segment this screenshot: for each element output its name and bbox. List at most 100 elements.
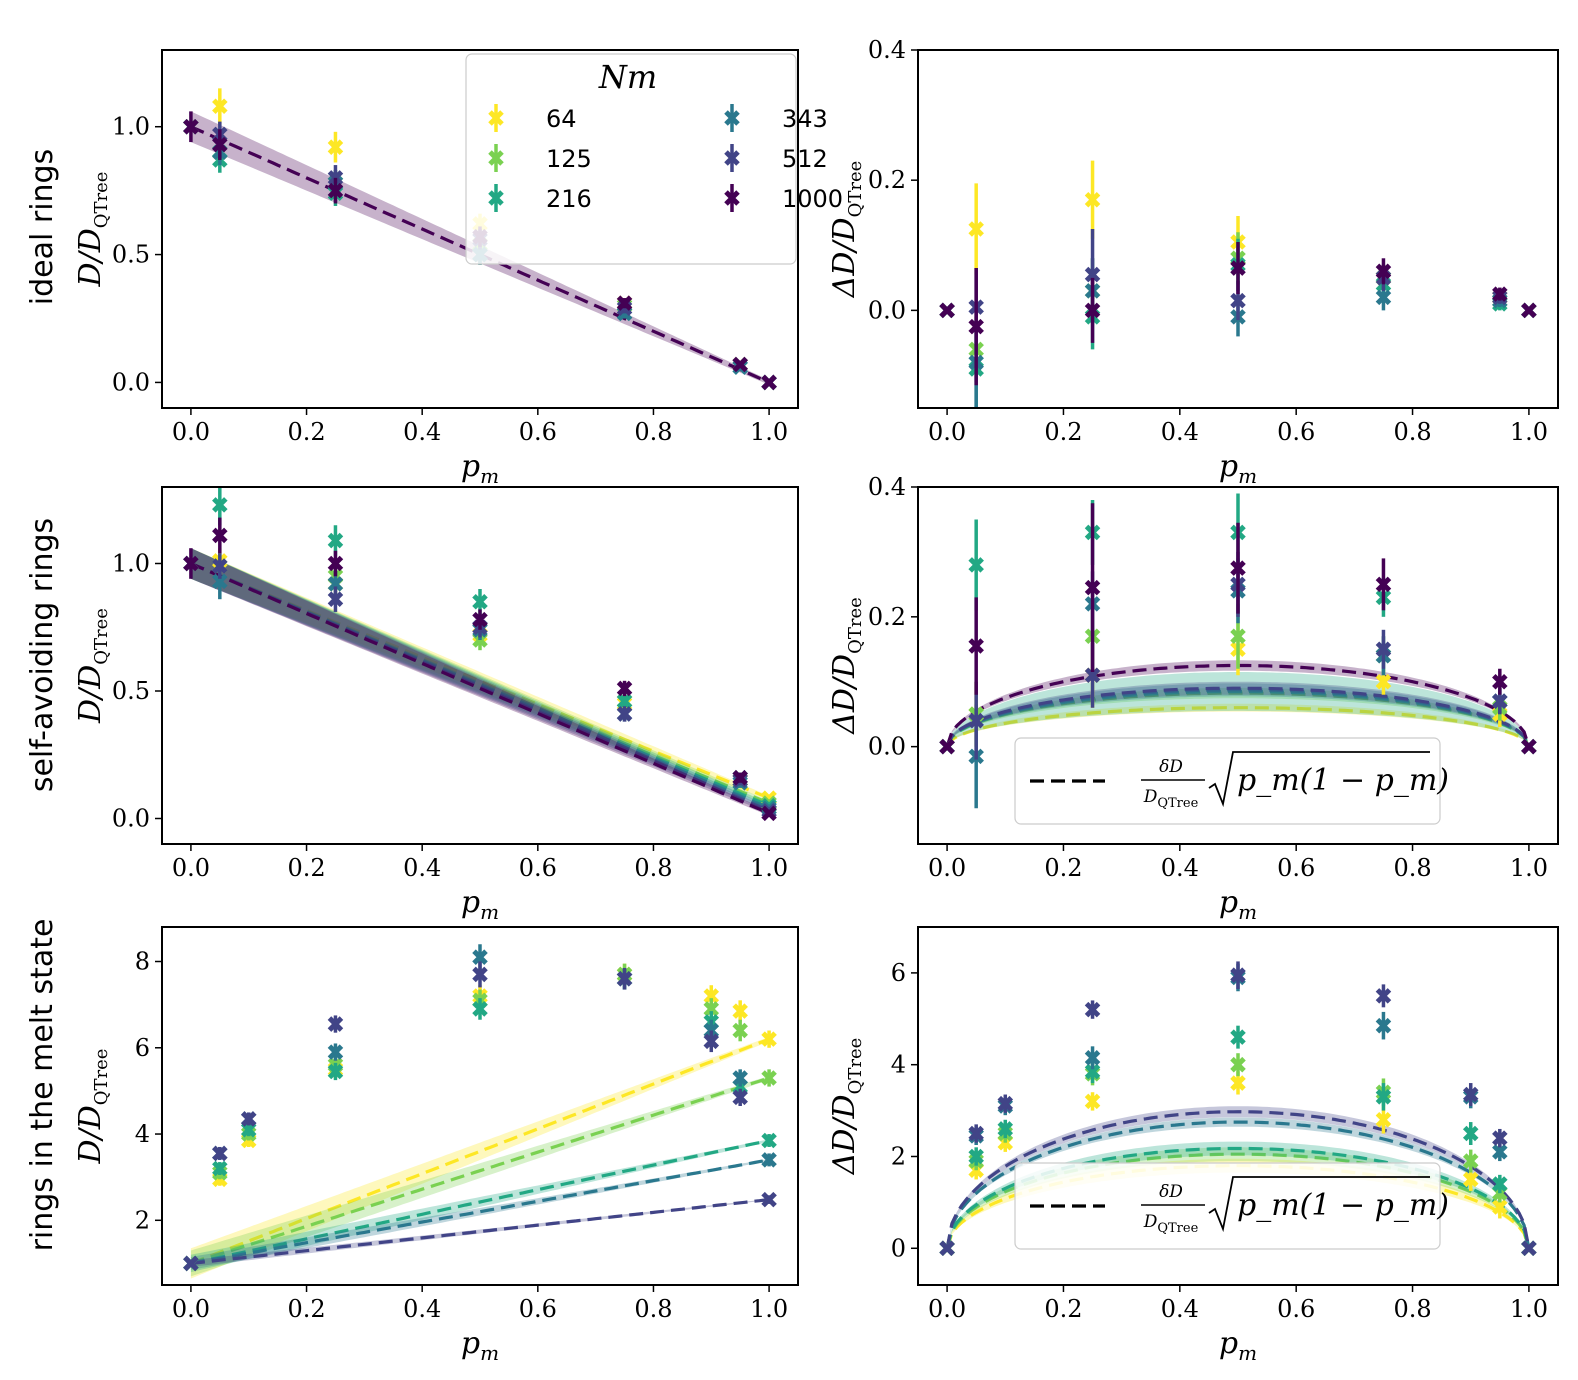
data-point	[1462, 1171, 1479, 1188]
fit-band-512	[190, 548, 770, 814]
data-point	[703, 988, 720, 1004]
fit-band-1000	[190, 548, 770, 816]
data-point	[1375, 1112, 1392, 1128]
x-tick-label: 0.2	[287, 854, 325, 882]
fit-band-125	[190, 548, 770, 806]
data-point	[1084, 1001, 1101, 1018]
data-point	[212, 136, 228, 153]
data-point	[472, 949, 488, 965]
data-point	[968, 318, 984, 335]
legend-nm: Nm 64 125 216 343 512 1000	[465, 53, 843, 265]
y-tick-label: 4	[135, 1120, 150, 1148]
data-point	[761, 374, 777, 391]
data-point	[732, 1070, 748, 1086]
data-point	[472, 966, 488, 983]
x-tick-label: 0.4	[403, 854, 441, 882]
fit-line-216	[190, 1138, 770, 1265]
data-point	[968, 1125, 984, 1142]
x-axis-label: pm	[1219, 885, 1257, 924]
data-point	[1084, 579, 1101, 596]
fit-band-343	[190, 1158, 770, 1270]
data-point	[761, 1152, 777, 1168]
legend-marker	[724, 150, 740, 166]
panel-melt-dD: 0.0 0.2 0.4 0.6 0.8 1.0 0 2 4 6 pm ΔD/DQTree	[827, 926, 1559, 1365]
x-tick-label: 0.0	[928, 418, 966, 446]
y-tick-label: 2	[891, 1142, 906, 1170]
data-point	[1230, 292, 1246, 309]
data-point	[327, 139, 344, 155]
data-point	[1521, 738, 1537, 755]
data-point	[327, 576, 344, 592]
data-point	[327, 1063, 344, 1080]
axis-frame	[161, 926, 799, 1286]
axis-frame	[917, 49, 1559, 409]
data-point	[1230, 260, 1246, 276]
y-axis-label: D/DQTree	[73, 1049, 112, 1165]
y-axis-label: ΔD/DQTree	[827, 597, 866, 735]
x-tick-label: 0.0	[172, 854, 210, 882]
data-point	[327, 555, 344, 572]
series-216	[939, 1025, 1537, 1257]
fit-band-512	[190, 1199, 770, 1267]
data-point	[1492, 1176, 1508, 1192]
data-point	[761, 805, 777, 822]
panel-sa-dD: 0.0 0.2 0.4 0.6 0.8 1.0 0.0 0.2 0.4 pm ΔD/DQTree	[827, 473, 1559, 924]
data-point	[1230, 1029, 1246, 1045]
data-point	[1375, 263, 1392, 280]
formula-sqrt-body: p_m(1 − p_m)	[1237, 763, 1449, 798]
data-point	[240, 1111, 257, 1127]
data-point	[1230, 967, 1246, 983]
x-axis-label: pm	[461, 449, 499, 488]
legend-label: 343	[782, 105, 828, 133]
plot-area	[939, 493, 1537, 809]
data-point	[327, 182, 344, 199]
data-point	[327, 170, 344, 186]
plot-area	[183, 944, 777, 1279]
data-point	[1462, 1153, 1479, 1169]
data-point	[732, 1003, 748, 1019]
legend-entry-216: 216	[488, 184, 592, 213]
fit-line-64	[945, 706, 1531, 748]
x-tick-label: 0.6	[519, 418, 557, 446]
data-point	[1492, 1144, 1508, 1160]
data-point	[968, 221, 984, 237]
data-point	[1084, 191, 1101, 208]
series-1000	[183, 517, 777, 822]
data-point	[212, 573, 228, 590]
data-point	[212, 98, 228, 115]
fit-band-125	[190, 1076, 770, 1277]
y-axis-label: D/DQTree	[73, 608, 112, 724]
data-point	[1230, 1075, 1246, 1091]
y-axis-label: ΔD/DQTree	[827, 1038, 866, 1176]
legend-label: 125	[546, 145, 592, 173]
data-point	[997, 1095, 1014, 1112]
data-point	[761, 1031, 777, 1047]
y-tick-label: 0.4	[868, 36, 906, 64]
legend-marker	[488, 150, 504, 166]
data-point	[212, 527, 228, 544]
y-tick-label: 8	[135, 948, 150, 976]
data-point	[939, 1240, 955, 1257]
panel-sa-D: 0.0 0.2 0.4 0.6 0.8 1.0 0.0 0.5 1.0 pm D/DQTree	[73, 486, 799, 924]
data-point	[1492, 693, 1508, 709]
x-tick-label: 0.2	[1044, 1295, 1082, 1323]
fit-band-343	[190, 548, 770, 811]
row-label-melt: rings in the melt state	[25, 919, 60, 1252]
x-tick-label: 0.8	[634, 418, 672, 446]
panel-melt-D: 0.0 0.2 0.4 0.6 0.8 1.0 2 4 6 8 pm D/DQTree	[73, 926, 799, 1365]
x-axis-label: pm	[461, 1326, 499, 1365]
sqrt-sign	[1208, 1176, 1430, 1233]
y-tick-label: 1.0	[112, 550, 150, 578]
data-point	[472, 611, 488, 628]
data-point	[1084, 667, 1101, 684]
data-point	[183, 1255, 199, 1272]
x-tick-label: 1.0	[750, 418, 788, 446]
fit-line-343	[945, 1120, 1531, 1249]
series-512	[939, 961, 1537, 1257]
x-tick-label: 0.6	[1277, 1295, 1315, 1323]
data-point	[1492, 286, 1508, 302]
y-tick-label: 0.4	[868, 473, 906, 501]
y-tick-label: 0	[891, 1234, 906, 1262]
y-axis-label: ΔD/DQTree	[827, 161, 866, 299]
data-point	[472, 1001, 488, 1017]
